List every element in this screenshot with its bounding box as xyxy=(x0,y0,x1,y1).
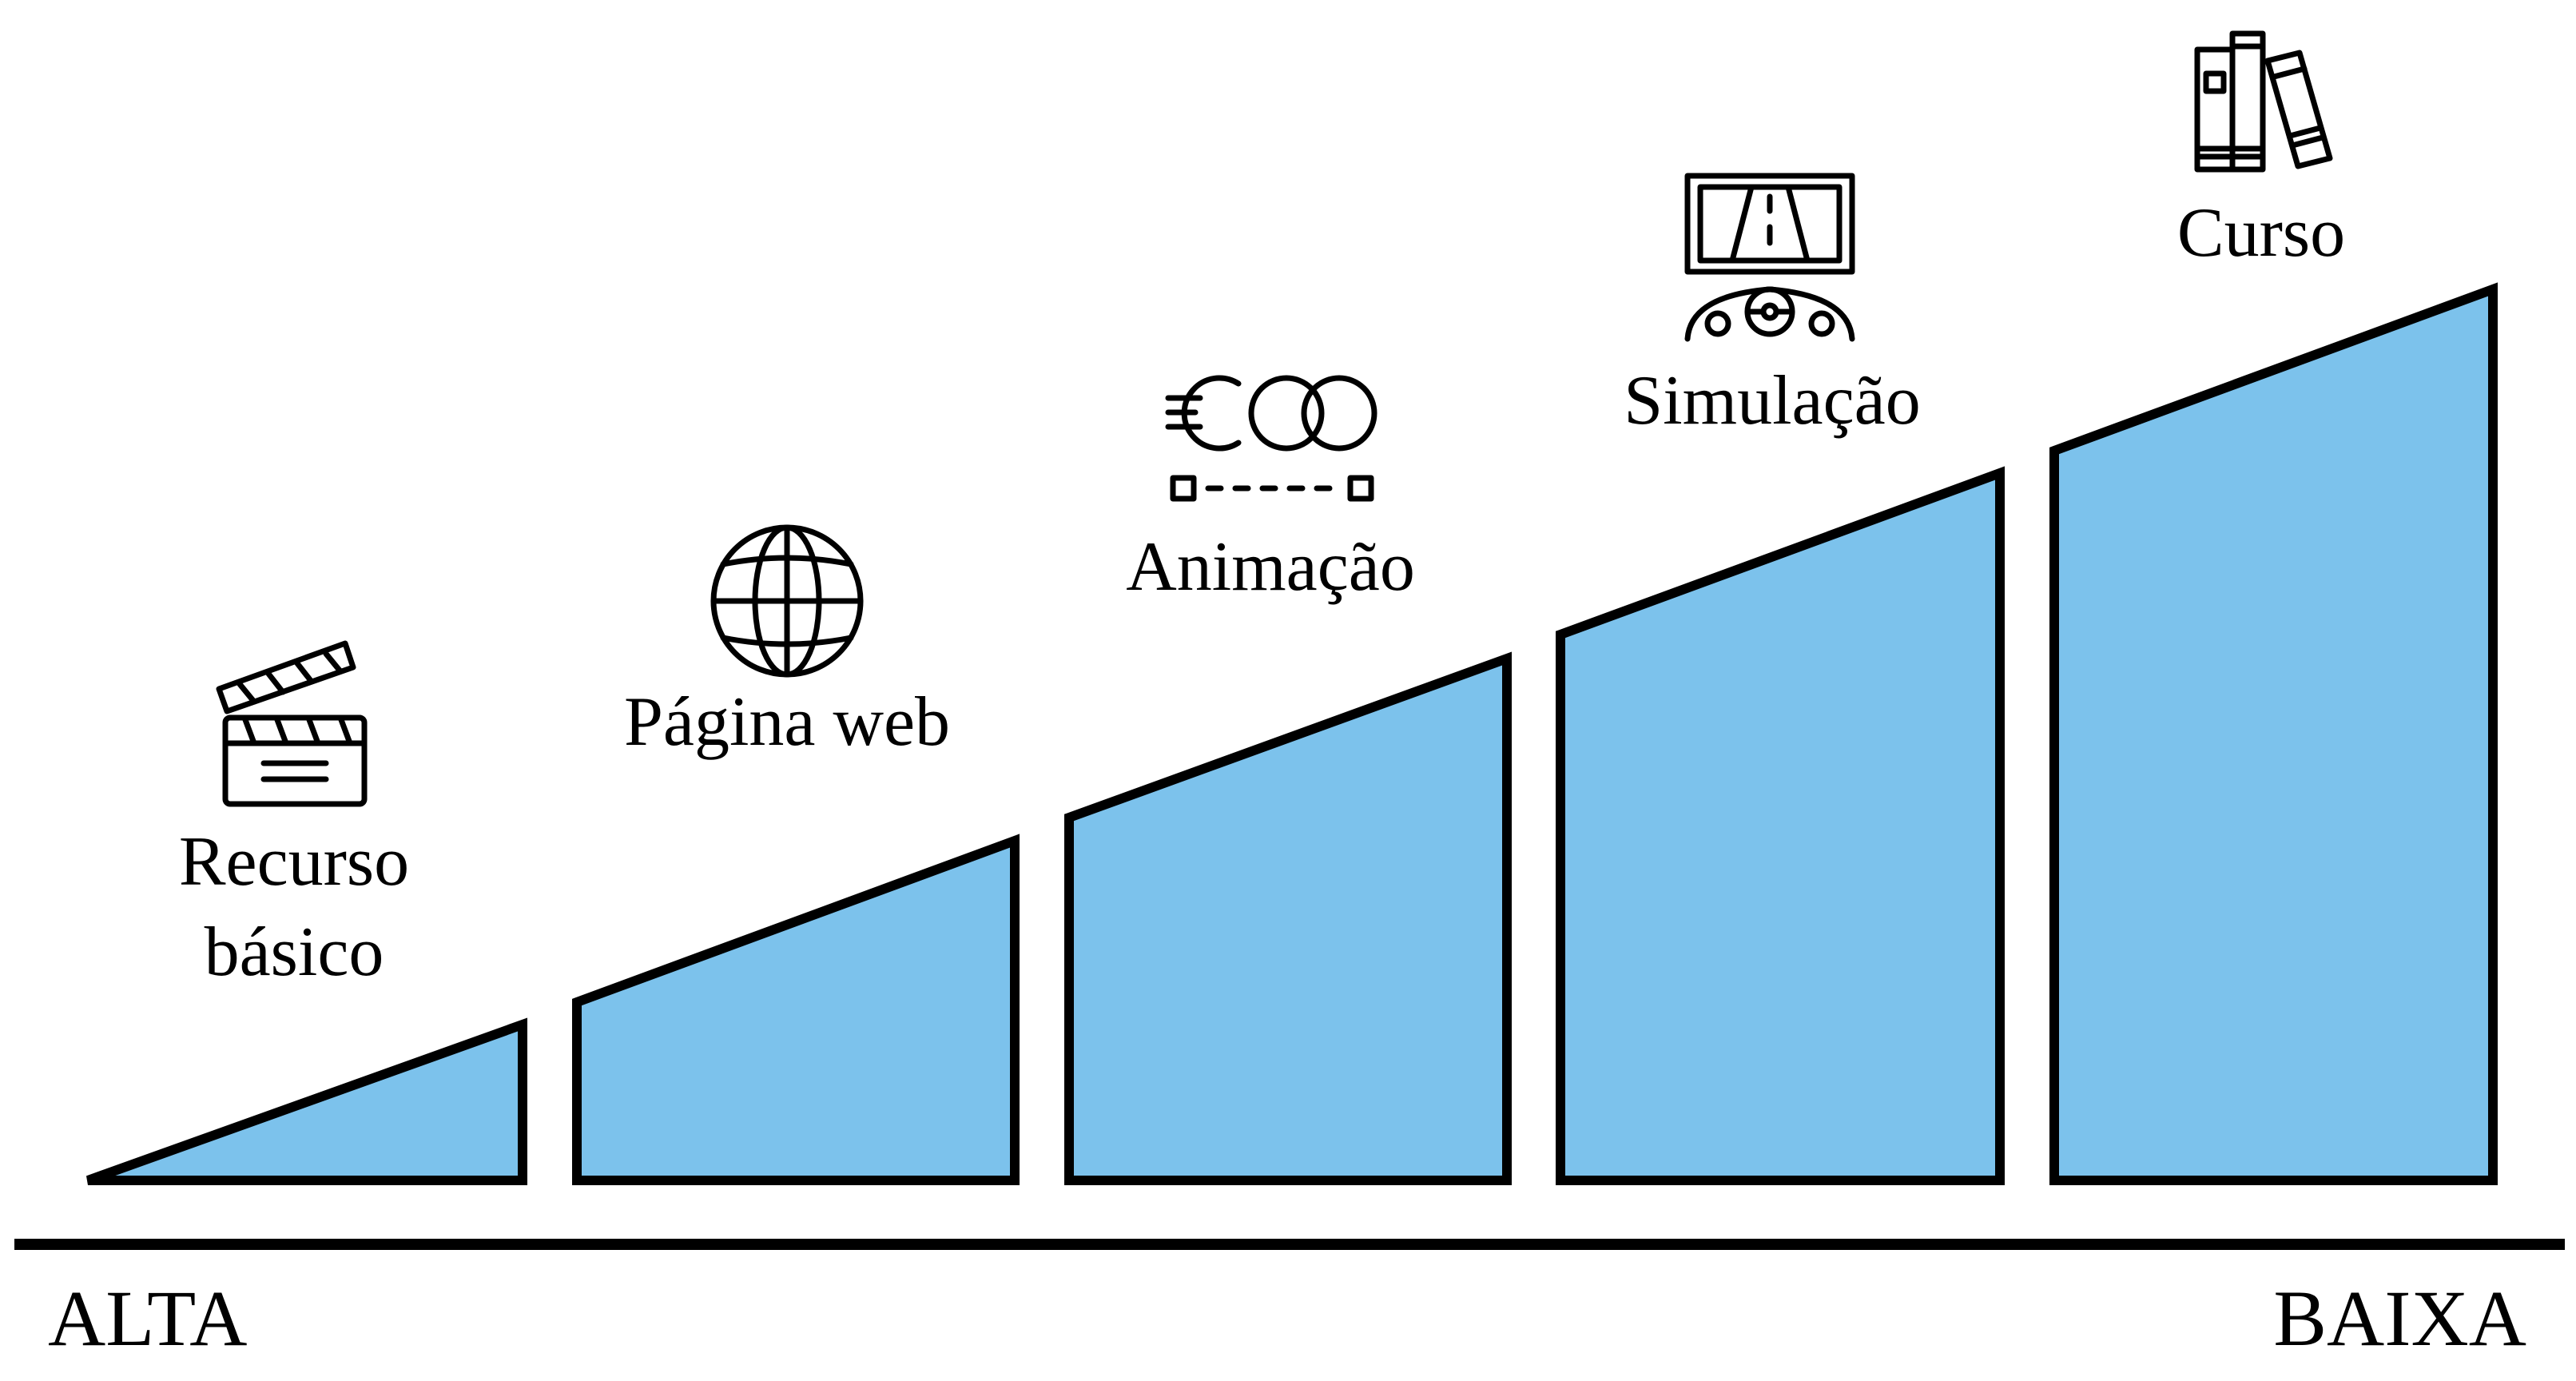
clapperboard-icon xyxy=(216,640,368,807)
driving-simulator-icon xyxy=(1684,173,1855,342)
animation-icon xyxy=(1165,375,1377,502)
step-5-shape xyxy=(2049,282,2498,1185)
step-3-label: Animação xyxy=(1126,528,1415,606)
step-5-label: Curso xyxy=(2177,194,2345,272)
step-2-shape xyxy=(572,834,1020,1185)
step-4-label: Simulação xyxy=(1624,362,1920,440)
step-1-label: Recurso xyxy=(179,823,409,901)
axis-left-label: ALTA xyxy=(48,1274,247,1363)
axis-right-label: BAIXA xyxy=(2273,1274,2526,1363)
step-1-shape xyxy=(85,1017,527,1185)
step-1-label-line2: básico xyxy=(205,913,384,991)
step-2-label: Página web xyxy=(624,683,950,761)
globe-icon xyxy=(710,524,864,678)
step-4-shape xyxy=(1556,466,2005,1185)
step-3-shape xyxy=(1064,651,1512,1185)
books-icon xyxy=(2194,30,2333,173)
